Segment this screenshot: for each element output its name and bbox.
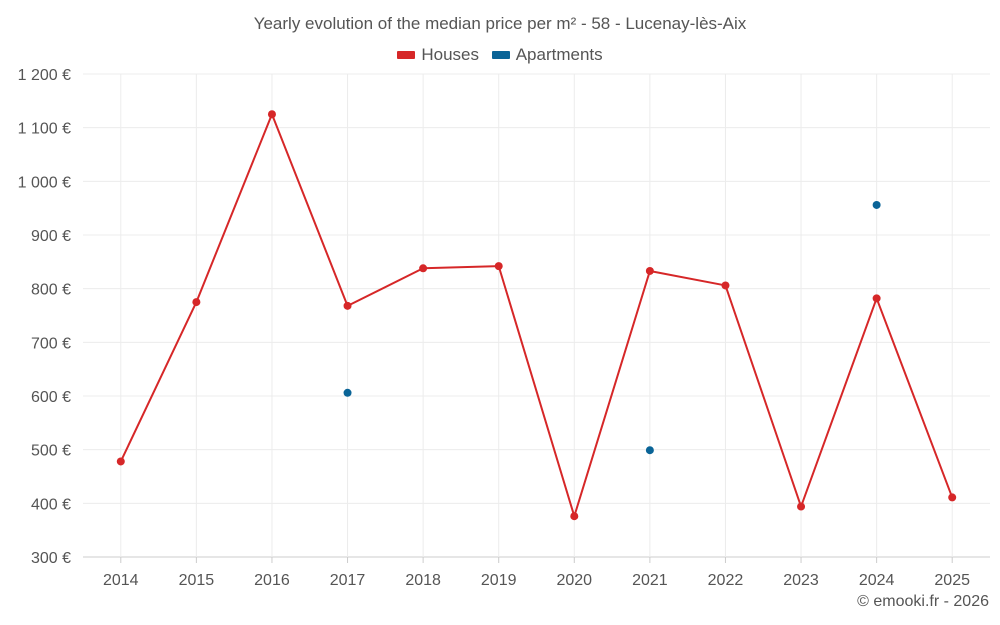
data-point-houses[interactable] xyxy=(267,110,276,119)
y-axis: 300 € 400 € 500 € 600 € 700 € 800 € 900 € 1 000… xyxy=(18,67,71,567)
x-tick-label: 2023 xyxy=(783,572,819,589)
data-point-apartments[interactable] xyxy=(343,388,352,397)
data-point-houses[interactable] xyxy=(570,512,579,521)
x-tick-label: 2015 xyxy=(179,572,215,589)
data-point-houses[interactable] xyxy=(343,301,352,310)
chart-title: Yearly evolution of the median price per… xyxy=(253,14,747,33)
legend-label-houses: Houses xyxy=(421,45,479,64)
x-axis: 2014 2015 2016 2017 2018 2019 2020 2021 2022 2023… xyxy=(103,557,970,589)
y-tick-label: 500 € xyxy=(31,443,71,460)
x-tick-label: 2025 xyxy=(934,572,970,589)
x-tick-label: 2016 xyxy=(254,572,290,589)
x-tick-label: 2020 xyxy=(556,572,592,589)
x-tick-label: 2014 xyxy=(103,572,139,589)
y-tick-label: 1 000 € xyxy=(18,174,71,191)
legend-swatch-apartments xyxy=(491,51,510,59)
x-tick-label: 2021 xyxy=(632,572,668,589)
y-tick-label: 900 € xyxy=(31,228,71,245)
data-point-houses[interactable] xyxy=(948,493,957,502)
data-point-houses[interactable] xyxy=(419,264,428,273)
data-point-houses[interactable] xyxy=(116,457,125,466)
x-tick-label: 2022 xyxy=(708,572,744,589)
y-tick-label: 800 € xyxy=(31,282,71,299)
legend-item-apartments[interactable]: Apartments xyxy=(491,45,603,65)
y-tick-label: 1 100 € xyxy=(18,121,71,138)
data-point-apartments[interactable] xyxy=(872,200,881,209)
x-tick-label: 2018 xyxy=(405,572,441,589)
legend-swatch-houses xyxy=(397,51,416,59)
y-tick-label: 700 € xyxy=(31,335,71,352)
data-point-houses[interactable] xyxy=(494,262,503,271)
data-point-houses[interactable] xyxy=(872,294,881,303)
x-tick-label: 2017 xyxy=(330,572,366,589)
series-layer xyxy=(116,110,957,521)
data-point-houses[interactable] xyxy=(192,298,201,307)
legend-label-apartments: Apartments xyxy=(515,45,603,64)
x-tick-label: 2019 xyxy=(481,572,517,589)
chart-legend: Houses Apartments xyxy=(0,44,1000,65)
y-tick-label: 400 € xyxy=(31,496,71,513)
data-point-houses[interactable] xyxy=(645,266,654,275)
grid-lines xyxy=(83,73,990,558)
y-tick-label: 300 € xyxy=(31,550,71,567)
legend-item-houses[interactable]: Houses xyxy=(397,45,479,65)
data-point-houses[interactable] xyxy=(797,502,806,511)
data-point-apartments[interactable] xyxy=(645,446,654,455)
credit-text: © emooki.fr - 2026 xyxy=(857,593,989,610)
y-tick-label: 1 200 € xyxy=(18,67,71,84)
x-tick-label: 2024 xyxy=(859,572,895,589)
series-line-houses xyxy=(119,113,954,518)
y-tick-label: 600 € xyxy=(31,389,71,406)
data-point-houses[interactable] xyxy=(721,281,730,290)
